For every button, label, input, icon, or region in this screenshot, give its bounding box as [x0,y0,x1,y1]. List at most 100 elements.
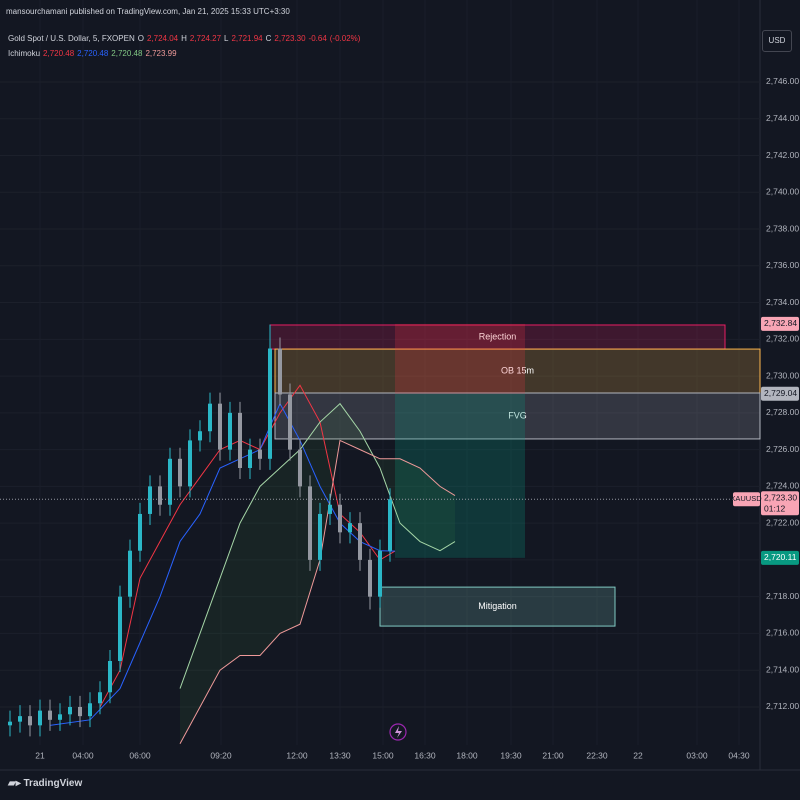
y-tick-label: 2,734.00 [766,297,799,307]
x-tick-label: 12:00 [286,750,308,760]
zone-label: Rejection [479,331,517,341]
currency-button[interactable]: USD [762,30,792,52]
x-tick-label: 04:00 [72,750,94,760]
candle-body [68,706,72,715]
candle-body [318,513,322,560]
y-tick-label: 2,736.00 [766,260,799,270]
y-tick-label: 2,742.00 [766,150,799,160]
x-tick-label: 04:30 [728,750,750,760]
y-tick-label: 2,718.00 [766,591,799,601]
event-bolt [395,726,402,738]
change: -0.64 [308,34,327,43]
legend: Gold Spot / U.S. Dollar, 5, FXOPEN O 2,724… [8,31,363,61]
candle-body [298,449,302,487]
y-tick-label: 2,716.00 [766,628,799,638]
candle-body [388,499,392,551]
candle-body [168,458,172,505]
indicator-value: 2,723.99 [145,49,177,58]
stop-zone [395,323,525,394]
candle-body [28,716,32,726]
brand: ▰▸ TradingView [8,778,83,789]
candle-body [358,523,362,560]
ohlc-row: Gold Spot / U.S. Dollar, 5, FXOPEN O 2,724… [8,31,363,46]
candle-body [198,431,202,441]
ohlc-key: L [224,34,229,43]
candle-body [338,504,342,533]
candle-body [188,440,192,487]
symbol-tag: XAUUSD [730,494,762,503]
y-tick-label: 2,744.00 [766,113,799,123]
zone [274,348,761,394]
candle-body [138,513,142,551]
candle-body [278,348,282,395]
candle-body [308,486,312,560]
cloud-fill [180,403,455,744]
indicator-line [49,402,396,726]
candle-body [158,486,162,505]
candle-body [258,449,262,459]
zone [274,392,761,440]
candle-body [238,412,242,468]
candle-body [218,403,222,450]
candle-body [108,660,112,693]
candle-body [88,703,92,717]
x-tick-label: 13:30 [329,750,351,760]
target-label: 2,720.11 [764,552,797,562]
x-tick-label: 22 [633,750,643,760]
zone-label: FVG [508,410,527,420]
ohlc-value: 2,724.04 [146,34,179,43]
x-tick-label: 15:00 [372,750,394,760]
candle-body [48,710,52,720]
target-zone [395,393,525,558]
candle-body [328,504,332,514]
candle-body [8,721,12,726]
symbol-tag-bg [733,492,760,507]
x-tick-label: 19:30 [500,750,522,760]
indicator-row: Ichimoku 2,720.48 2,720.48 2,720.48 2,723.99 [8,46,363,61]
y-tick-label: 2,746.00 [766,76,799,86]
ohlc-key: O [137,34,144,43]
candle-body [38,710,42,726]
candle-body [348,523,352,533]
plot-layer: 2,712.002,714.002,716.002,718.002,720.00… [0,76,800,761]
stop-label: 2,732.84 [764,318,797,328]
candle-body [208,403,212,432]
candle-body [378,550,382,597]
last-price-bg [761,491,799,516]
candle-body [98,692,102,704]
y-tick-label: 2,740.00 [766,187,799,197]
y-tick-label: 2,724.00 [766,481,799,491]
candle-body [288,394,292,450]
x-tick-label: 16:30 [414,750,436,760]
last-price-label: 2,723.30 [764,492,797,502]
y-tick-label: 2,726.00 [766,444,799,454]
candle-body [368,559,372,597]
x-tick-label: 09:20 [210,750,232,760]
ohlc-value: 2,724.27 [189,34,222,43]
y-tick-label: 2,712.00 [766,701,799,711]
x-tick-label: 06:00 [129,750,151,760]
ohlc-value: 2,721.94 [231,34,263,43]
candle-body [78,706,82,717]
ohlc-key: H [181,34,187,43]
y-tick-label: 2,732.00 [766,334,799,344]
stop-label-bg [761,316,799,331]
y-tick-label: 2,730.00 [766,370,799,380]
indicator-line [179,402,456,689]
brand-name: TradingView [23,778,83,789]
ohlc-key: C [265,34,272,43]
event-icon[interactable] [389,723,407,741]
y-tick-label: 2,738.00 [766,223,799,233]
ohlc-value: 2,723.30 [274,34,306,43]
y-tick-label: 2,714.00 [766,664,799,674]
publisher: mansourchamani published on TradingView.… [6,7,290,16]
x-tick-label: 21:00 [542,750,564,760]
candle-body [178,458,182,487]
candle-body [148,486,152,514]
candle-body [228,412,232,450]
indicator-value: 2,720.48 [43,49,75,58]
change-pct: (-0.02%) [329,34,361,43]
indicator-value: 2,720.48 [77,49,109,58]
candle-body [18,716,22,722]
